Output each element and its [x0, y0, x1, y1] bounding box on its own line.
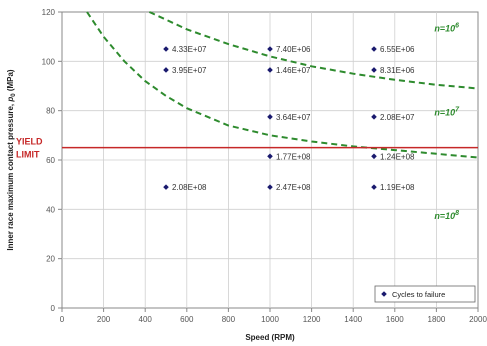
y-axis-title-main: Inner race maximum contact pressure,	[6, 102, 15, 251]
data-point-label: 1.19E+08	[380, 183, 415, 192]
y-tick-label: 40	[46, 205, 55, 214]
curve-label-base: n=10	[434, 24, 455, 34]
curve-label-exponent: 6	[455, 23, 459, 30]
curve-label-exponent: 8	[455, 210, 459, 217]
legend-label: Cycles to failure	[392, 290, 445, 299]
legend: Cycles to failure	[375, 286, 475, 302]
data-point-label: 7.40E+06	[276, 45, 311, 54]
data-point-label: 1.46E+07	[276, 66, 311, 75]
x-tick-label: 1000	[261, 315, 279, 324]
data-point-label: 2.08E+08	[172, 183, 207, 192]
x-tick-label: 400	[139, 315, 153, 324]
data-point-label: 3.64E+07	[276, 113, 311, 122]
x-tick-label: 600	[180, 315, 194, 324]
yield-label-line2: LIMIT	[16, 150, 40, 160]
x-tick-label: 800	[222, 315, 236, 324]
y-tick-label: 120	[42, 8, 56, 17]
data-point-label: 8.31E+06	[380, 66, 415, 75]
data-point-label: 1.77E+08	[276, 152, 311, 161]
y-tick-label: 60	[46, 156, 55, 165]
x-tick-label: 2000	[469, 315, 487, 324]
x-tick-label: 1400	[344, 315, 362, 324]
yield-label-line1: YIELD	[16, 137, 43, 147]
data-point-label: 1.24E+08	[380, 152, 415, 161]
data-point-label: 4.33E+07	[172, 45, 207, 54]
data-point-label: 2.47E+08	[276, 183, 311, 192]
x-tick-label: 1800	[428, 315, 446, 324]
x-tick-label: 1600	[386, 315, 404, 324]
x-axis-title: Speed (RPM)	[245, 333, 295, 342]
curve-label-base: n=10	[434, 108, 455, 118]
y-tick-label: 20	[46, 255, 55, 264]
x-tick-label: 1200	[303, 315, 321, 324]
y-axis-title-unit: (MPa)	[6, 69, 15, 93]
data-point-label: 3.95E+07	[172, 66, 207, 75]
x-tick-label: 200	[97, 315, 111, 324]
data-point-label: 2.08E+07	[380, 113, 415, 122]
y-tick-label: 80	[46, 107, 55, 116]
y-tick-label: 0	[51, 304, 56, 313]
x-tick-label: 0	[60, 315, 65, 324]
y-tick-label: 100	[42, 57, 56, 66]
curve-label-base: n=10	[434, 211, 455, 221]
data-point-label: 6.55E+06	[380, 45, 415, 54]
